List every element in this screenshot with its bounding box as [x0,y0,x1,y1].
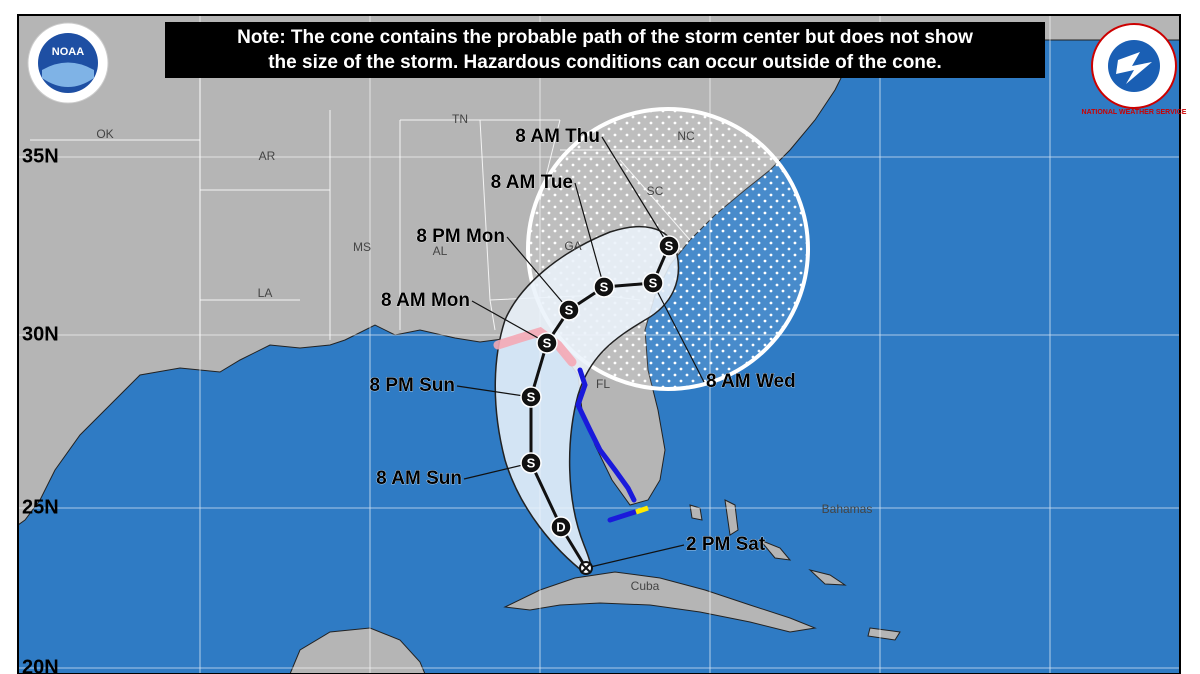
note-box [165,22,1045,78]
forecast-point-type: S [527,389,536,404]
forecast-label: 8 AM Sun [376,468,462,489]
forecast-label: 8 AM Tue [491,172,573,193]
forecast-point-type: S [543,335,552,350]
leader-line [456,385,532,398]
forecast-point-type: S [527,455,536,470]
forecast-points: 2 PM Sat D 8 AM Sun S 8 PM Sun S 8 AM Mon S 8 PM… [369,126,796,575]
latitude-label: 30N [22,323,59,345]
forecast-label: 8 AM Thu [515,126,600,147]
leader-line [506,236,570,311]
note-line: Note: The cone contains the probable pat… [237,27,973,48]
place-label: Bahamas [822,502,873,516]
nws-logo: NATIONAL WEATHER SERVICE [1082,23,1187,116]
forecast-point [536,332,558,354]
forecast-point-type: S [565,302,574,317]
noaa-logo: NOAA [27,22,109,104]
map-frame [17,14,1181,674]
place-label: Cuba [631,579,660,593]
place-label: TN [452,112,468,126]
tropical-storm-warning-keys [607,509,638,523]
tropical-storm-warning [575,367,637,503]
tropical-storm-watch [635,505,649,515]
forecast-point [520,452,542,474]
latitude-label: 35N [22,145,59,167]
latitude-label: 25N [22,496,59,518]
note-line: the size of the storm. Hazardous conditi… [268,52,942,73]
land-mexico [289,627,426,674]
forecast-label: 8 AM Wed [706,371,796,392]
place-label: GA [564,239,581,253]
forecast-label: 8 PM Mon [416,226,505,247]
nws-text: NATIONAL WEATHER SERVICE [1082,109,1187,116]
place-label: SC [647,184,664,198]
place-label: LA [258,286,273,300]
forecast-label: 8 AM Mon [381,290,470,311]
noaa-text: NOAA [52,46,84,58]
place-label: OK [96,127,113,141]
land-cuba [503,571,817,633]
forecast-point [558,299,580,321]
forecast-point [550,516,572,538]
leader-line [471,300,548,344]
leader-line [601,136,670,247]
land-bahamas [689,499,901,641]
place-label: MS [353,240,371,254]
forecast-label: 8 PM Sun [369,375,455,396]
forecast-point-type: S [665,238,674,253]
place-label: AR [259,149,276,163]
forecast-point [658,235,680,257]
forecast-point-type: S [649,275,658,290]
latitude-labels: 35N 30N 25N 20N [22,145,59,674]
forecast-point-type: S [600,279,609,294]
place-label: AL [433,244,448,258]
place-label: NC [677,129,695,143]
current-position-mark [580,562,592,574]
leader-line [652,282,705,383]
forecast-label: 2 PM Sat [686,534,766,555]
place-label: FL [596,377,610,391]
leader-line [574,182,605,288]
forecast-point [642,272,664,294]
latitude-label: 20N [22,656,59,674]
forecast-point [593,276,615,298]
map-body: 2 PM Sat D 8 AM Sun S 8 PM Sun S 8 AM Mon S 8 PM… [18,15,1180,674]
leader-line [463,462,532,480]
forecast-point [520,386,542,408]
hurricane-watch [493,327,577,367]
forecast-point-type: D [556,519,565,534]
place-labels: OK AR TN NC SC GA MS AL LA FL Bahamas Cuba [96,112,872,593]
leader-line [585,544,685,569]
